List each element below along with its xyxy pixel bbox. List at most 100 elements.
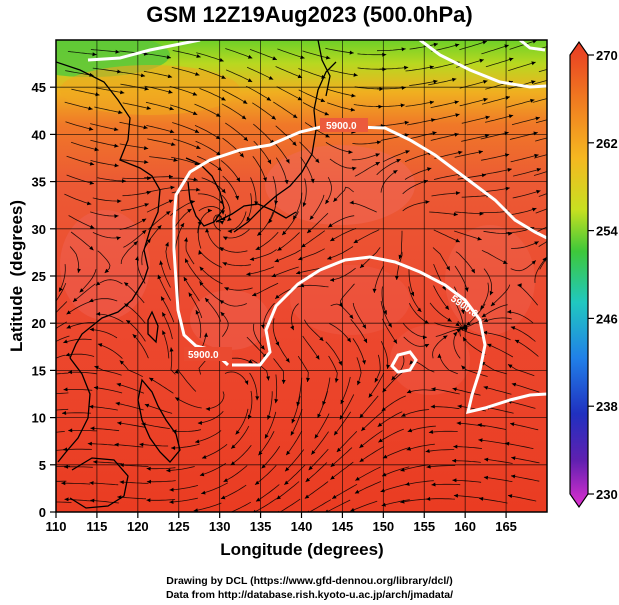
- streamline: [284, 449, 305, 472]
- streamline-arrow: [256, 497, 261, 502]
- streamline: [279, 498, 301, 512]
- streamline-arrow: [456, 421, 461, 426]
- streamline-arrow: [62, 411, 67, 415]
- streamline-arrow: [169, 487, 174, 492]
- streamline: [246, 193, 252, 222]
- streamline: [66, 300, 93, 315]
- streamline-arrow: [63, 339, 68, 344]
- streamline-arrow: [247, 78, 253, 82]
- streamline: [119, 481, 149, 484]
- streamline-arrow: [429, 100, 434, 105]
- streamline: [261, 445, 281, 469]
- streamline: [327, 102, 356, 111]
- streamline-arrow: [508, 364, 513, 369]
- streamline: [194, 125, 221, 140]
- streamline: [317, 390, 328, 419]
- streamline: [198, 206, 224, 215]
- streamline-arrow: [483, 330, 488, 335]
- streamline-arrow: [166, 468, 171, 473]
- y-tick-label: 15: [32, 363, 46, 378]
- streamline-arrow: [219, 247, 225, 252]
- streamline: [310, 431, 329, 455]
- streamline: [453, 286, 464, 314]
- streamline: [122, 177, 152, 179]
- streamline-arrow: [308, 465, 313, 471]
- streamline-arrow: [452, 77, 457, 82]
- streamline: [483, 168, 512, 175]
- contour-north: [172, 124, 547, 367]
- streamline-arrow: [363, 338, 367, 343]
- streamline-arrow: [311, 450, 316, 455]
- streamline-arrow: [126, 320, 131, 325]
- streamline-arrow: [336, 447, 341, 452]
- streamline-arrow: [258, 450, 263, 456]
- streamline: [171, 443, 200, 449]
- streamline: [197, 193, 224, 205]
- streamline-arrow: [556, 94, 560, 98]
- streamline: [251, 282, 279, 297]
- streamline: [90, 139, 119, 147]
- streamline: [184, 258, 202, 283]
- streamline: [511, 241, 539, 249]
- streamline: [225, 48, 253, 59]
- streamline-arrow: [452, 387, 457, 392]
- streamline-arrow: [382, 472, 387, 477]
- x-axis-label: Longitude (degrees): [220, 540, 383, 559]
- streamline-arrow: [195, 310, 200, 315]
- streamline-arrow: [266, 96, 271, 101]
- streamline: [352, 338, 366, 365]
- streamline-arrow: [77, 268, 81, 273]
- streamline: [162, 330, 170, 359]
- streamline-arrow: [511, 382, 517, 387]
- streamline: [425, 449, 455, 453]
- streamline: [274, 249, 302, 263]
- contour-right-edge: [519, 40, 546, 52]
- streamline: [535, 226, 547, 233]
- y-tick-label: 0: [39, 505, 46, 520]
- streamline: [67, 371, 97, 375]
- streamline-arrow: [481, 313, 487, 318]
- streamline-arrow: [133, 241, 138, 246]
- x-tick-label: 130: [209, 519, 231, 534]
- streamline: [221, 194, 231, 222]
- y-tick-label: 35: [32, 175, 46, 190]
- streamline-arrow: [307, 228, 312, 234]
- streamline-arrow: [353, 72, 358, 77]
- streamline-arrow: [375, 153, 380, 157]
- streamline-arrow: [281, 379, 286, 384]
- streamline-arrow: [168, 89, 173, 94]
- streamline: [137, 256, 146, 284]
- streamline-arrow: [73, 297, 78, 302]
- streamline: [171, 156, 200, 166]
- streamline-arrow: [505, 186, 510, 191]
- streamline: [376, 158, 401, 176]
- streamline: [308, 448, 329, 471]
- streamline: [402, 201, 430, 212]
- streamline: [409, 43, 438, 50]
- streamline-arrow: [315, 158, 320, 163]
- streamline-arrow: [458, 150, 463, 155]
- streamline: [359, 446, 385, 463]
- streamline-arrow: [239, 153, 244, 158]
- streamline-arrow: [274, 258, 280, 263]
- streamline: [79, 269, 97, 293]
- streamline: [402, 322, 427, 338]
- streamline: [274, 337, 290, 363]
- streamline: [122, 191, 152, 197]
- streamline: [453, 495, 483, 499]
- streamline: [277, 48, 305, 59]
- streamline: [430, 133, 459, 141]
- streamline: [483, 386, 512, 395]
- streamline-arrow: [286, 450, 291, 456]
- streamline-arrow: [169, 500, 174, 504]
- streamline: [483, 476, 513, 482]
- streamline-arrow: [292, 114, 298, 118]
- streamline-arrow: [219, 300, 225, 305]
- streamline-arrow: [314, 434, 319, 439]
- streamline: [120, 83, 149, 90]
- streamline-arrow: [277, 246, 282, 251]
- streamline-arrow: [135, 256, 139, 261]
- streamline-arrow: [481, 173, 486, 178]
- streamline: [481, 249, 508, 264]
- streamline-arrow: [184, 237, 188, 242]
